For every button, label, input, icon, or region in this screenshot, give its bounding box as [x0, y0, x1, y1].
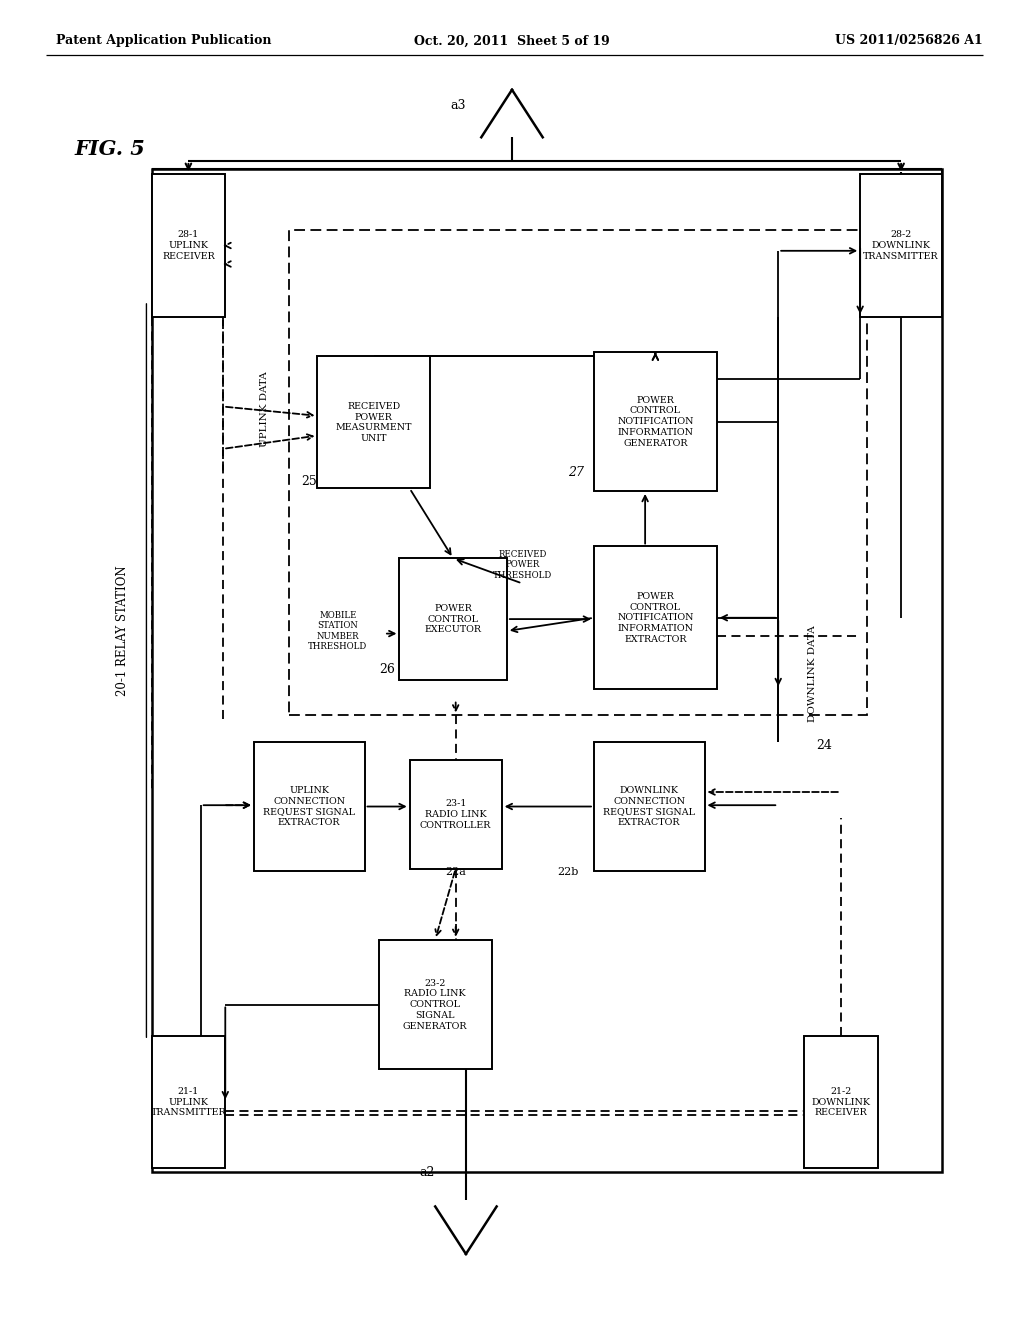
Bar — [152, 174, 225, 317]
Text: POWER
CONTROL
NOTIFICATION
INFORMATION
EXTRACTOR: POWER CONTROL NOTIFICATION INFORMATION E… — [617, 591, 693, 644]
Text: 21-2
DOWNLINK
RECEIVER: 21-2 DOWNLINK RECEIVER — [811, 1086, 870, 1118]
Text: UPLINK
CONNECTION
REQUEST SIGNAL
EXTRACTOR: UPLINK CONNECTION REQUEST SIGNAL EXTRACT… — [263, 785, 355, 828]
Bar — [594, 742, 705, 871]
Text: US 2011/0256826 A1: US 2011/0256826 A1 — [836, 34, 983, 48]
Bar — [152, 1036, 225, 1168]
Bar — [289, 230, 867, 715]
Text: 28-1
UPLINK
RECEIVER: 28-1 UPLINK RECEIVER — [162, 230, 215, 261]
Bar — [317, 356, 430, 488]
Bar — [804, 1036, 878, 1168]
Bar — [152, 169, 942, 1172]
Text: DOWNLINK DATA: DOWNLINK DATA — [808, 624, 816, 722]
Bar — [860, 174, 942, 317]
Bar — [399, 558, 507, 680]
Text: UPLINK DATA: UPLINK DATA — [260, 371, 268, 447]
Text: DOWNLINK
CONNECTION
REQUEST SIGNAL
EXTRACTOR: DOWNLINK CONNECTION REQUEST SIGNAL EXTRA… — [603, 785, 695, 828]
Text: 20-1 RELAY STATION: 20-1 RELAY STATION — [117, 566, 129, 696]
Bar — [594, 546, 717, 689]
Text: FIG. 5: FIG. 5 — [75, 139, 145, 160]
Text: 24: 24 — [816, 739, 833, 752]
Text: Patent Application Publication: Patent Application Publication — [56, 34, 271, 48]
Bar — [254, 742, 365, 871]
Text: POWER
CONTROL
EXECUTOR: POWER CONTROL EXECUTOR — [425, 603, 481, 635]
Text: 23-1
RADIO LINK
CONTROLLER: 23-1 RADIO LINK CONTROLLER — [420, 799, 492, 830]
Text: MOBILE
STATION
NUMBER
THRESHOLD: MOBILE STATION NUMBER THRESHOLD — [308, 611, 368, 651]
Text: RECEIVED
POWER
THRESHOLD: RECEIVED POWER THRESHOLD — [493, 550, 552, 579]
Bar — [379, 940, 492, 1069]
Bar — [594, 352, 717, 491]
Text: a3: a3 — [451, 99, 466, 112]
Text: 22b: 22b — [557, 867, 579, 878]
Text: POWER
CONTROL
NOTIFICATION
INFORMATION
GENERATOR: POWER CONTROL NOTIFICATION INFORMATION G… — [617, 396, 693, 447]
Text: a2: a2 — [420, 1166, 435, 1179]
Text: 21-1
UPLINK
TRANSMITTER: 21-1 UPLINK TRANSMITTER — [151, 1086, 226, 1118]
Text: 27: 27 — [567, 466, 584, 479]
Bar — [410, 760, 502, 869]
Text: 23-2
RADIO LINK
CONTROL
SIGNAL
GENERATOR: 23-2 RADIO LINK CONTROL SIGNAL GENERATOR — [403, 978, 467, 1031]
Text: 25: 25 — [301, 475, 316, 488]
Text: RECEIVED
POWER
MEASURMENT
UNIT: RECEIVED POWER MEASURMENT UNIT — [336, 401, 412, 444]
Text: 22a: 22a — [445, 867, 466, 878]
Text: 26: 26 — [379, 663, 395, 676]
Text: 28-2
DOWNLINK
TRANSMITTER: 28-2 DOWNLINK TRANSMITTER — [863, 230, 939, 261]
Text: Oct. 20, 2011  Sheet 5 of 19: Oct. 20, 2011 Sheet 5 of 19 — [414, 34, 610, 48]
